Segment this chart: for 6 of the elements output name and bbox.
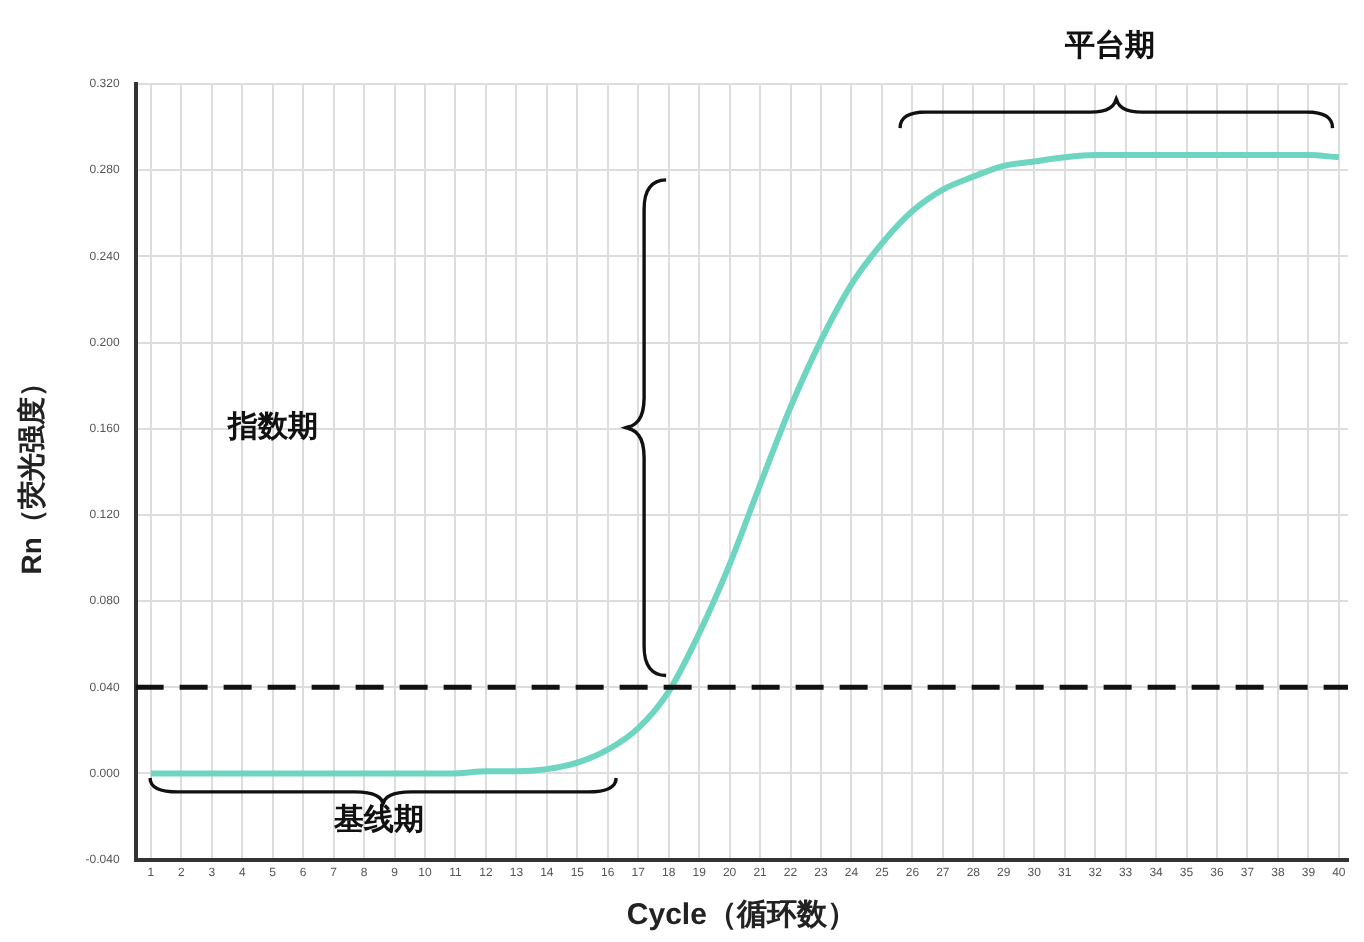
y-axis-title: Rn（荧光强度）: [14, 369, 47, 575]
annotation: 指数期: [225, 408, 318, 445]
annotation: 基线期: [332, 800, 425, 837]
line-series: [147, 152, 1342, 777]
text: 平台期: [1063, 27, 1156, 64]
x-axis-title: Cycle（循环数）: [626, 898, 857, 933]
